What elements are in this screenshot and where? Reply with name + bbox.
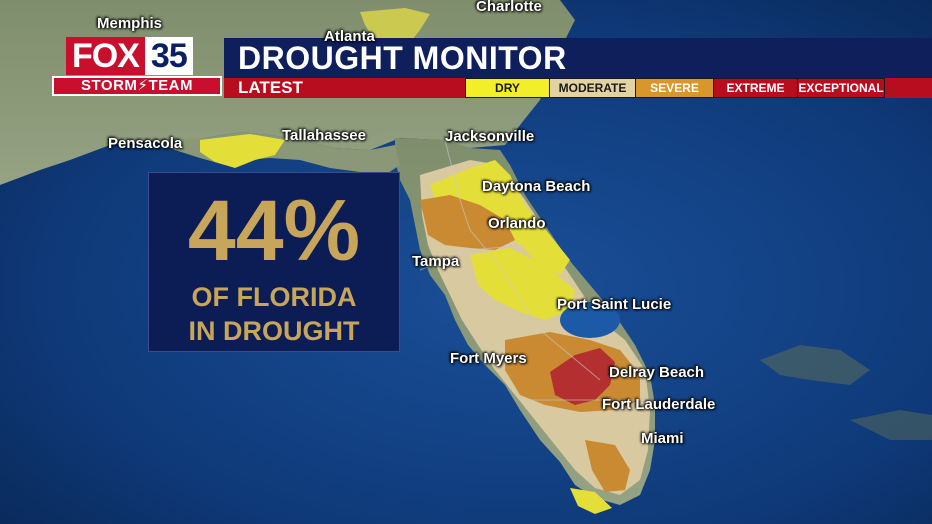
extreme-drought-area xyxy=(550,348,615,405)
city-label-orlando: Orlando xyxy=(488,215,546,232)
city-label-jacksonville: Jacksonville xyxy=(445,128,535,145)
legend-item-moderate: MODERATE xyxy=(550,79,636,97)
city-label-daytona-beach: Daytona Beach xyxy=(482,178,591,195)
city-label-memphis: Memphis xyxy=(97,15,163,32)
legend: DRY MODERATE SEVERE EXTREME EXCEPTIONAL xyxy=(465,78,885,98)
legend-item-exceptional: EXCEPTIONAL xyxy=(798,79,884,97)
page-subtitle: LATEST xyxy=(238,78,303,97)
station-name: FOX xyxy=(66,37,145,75)
bahamas xyxy=(760,345,870,385)
city-label-port-saint-lucie: Port Saint Lucie xyxy=(557,296,672,313)
city-label-fort-lauderdale: Fort Lauderdale xyxy=(602,396,716,413)
storm-team-badge: STORM⚡TEAM xyxy=(52,76,222,96)
keys-dry-area xyxy=(570,488,612,514)
page-title: DROUGHT MONITOR xyxy=(238,40,567,76)
lake-okeechobee xyxy=(560,302,620,338)
southwest-severe-area xyxy=(585,440,630,492)
city-label-delray-beach: Delray Beach xyxy=(609,364,705,381)
title-bar: DROUGHT MONITOR xyxy=(224,38,932,78)
legend-item-extreme: EXTREME xyxy=(714,79,798,97)
central-dry-area xyxy=(470,248,575,320)
logo-wordmark: FOX 35 xyxy=(66,37,208,75)
city-label-atlanta: Atlanta xyxy=(324,28,375,45)
city-label-miami: Miami xyxy=(641,430,684,447)
panhandle-dry-area xyxy=(200,134,285,168)
cuba-hint xyxy=(850,410,932,440)
legend-item-dry: DRY xyxy=(466,79,550,97)
city-label-fort-myers: Fort Myers xyxy=(450,350,527,367)
station-logo: FOX 35 STORM⚡TEAM xyxy=(52,37,222,97)
road-lines xyxy=(419,139,650,401)
city-label-pensacola: Pensacola xyxy=(108,135,183,152)
drought-stat-panel: 44% OF FLORIDA IN DROUGHT xyxy=(148,172,400,352)
city-label-tampa: Tampa xyxy=(412,253,460,270)
station-number: 35 xyxy=(144,37,193,75)
city-label-tallahassee: Tallahassee xyxy=(282,127,366,144)
city-label-charlotte: Charlotte xyxy=(476,0,542,15)
drought-line-1: OF FLORIDA xyxy=(191,282,357,312)
drought-line-2: IN DROUGHT xyxy=(188,316,360,346)
drought-percent: 44% xyxy=(187,183,361,279)
legend-item-severe: SEVERE xyxy=(636,79,714,97)
